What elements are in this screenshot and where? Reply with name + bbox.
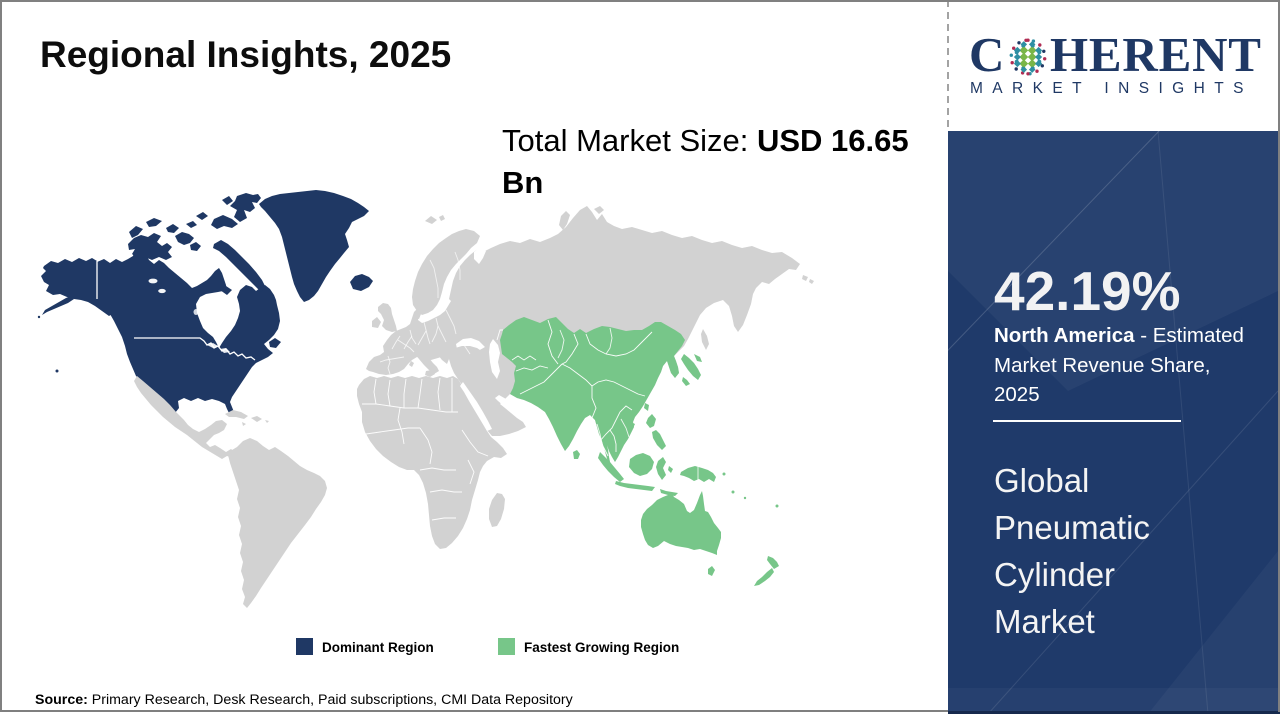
svg-text:C: C <box>969 27 1004 82</box>
svg-text:HERENT: HERENT <box>1050 27 1262 82</box>
svg-text:MARKET INSIGHTS: MARKET INSIGHTS <box>970 80 1253 97</box>
